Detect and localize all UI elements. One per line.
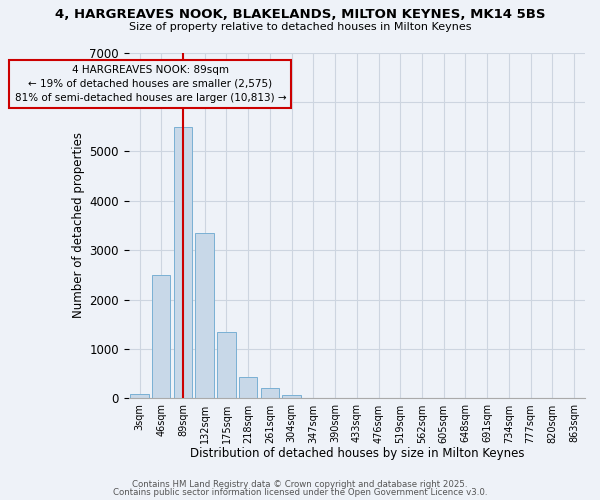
Bar xyxy=(239,377,257,398)
Text: Contains public sector information licensed under the Open Government Licence v3: Contains public sector information licen… xyxy=(113,488,487,497)
Bar xyxy=(217,332,236,398)
Text: 4, HARGREAVES NOOK, BLAKELANDS, MILTON KEYNES, MK14 5BS: 4, HARGREAVES NOOK, BLAKELANDS, MILTON K… xyxy=(55,8,545,20)
Y-axis label: Number of detached properties: Number of detached properties xyxy=(72,132,85,318)
Bar xyxy=(130,394,149,398)
Text: Size of property relative to detached houses in Milton Keynes: Size of property relative to detached ho… xyxy=(129,22,471,32)
Bar xyxy=(152,275,170,398)
Text: 4 HARGREAVES NOOK: 89sqm
← 19% of detached houses are smaller (2,575)
81% of sem: 4 HARGREAVES NOOK: 89sqm ← 19% of detach… xyxy=(14,65,286,103)
Bar xyxy=(196,233,214,398)
Bar xyxy=(283,395,301,398)
Text: Contains HM Land Registry data © Crown copyright and database right 2025.: Contains HM Land Registry data © Crown c… xyxy=(132,480,468,489)
X-axis label: Distribution of detached houses by size in Milton Keynes: Distribution of detached houses by size … xyxy=(190,447,524,460)
Bar xyxy=(174,126,192,398)
Bar xyxy=(260,388,279,398)
